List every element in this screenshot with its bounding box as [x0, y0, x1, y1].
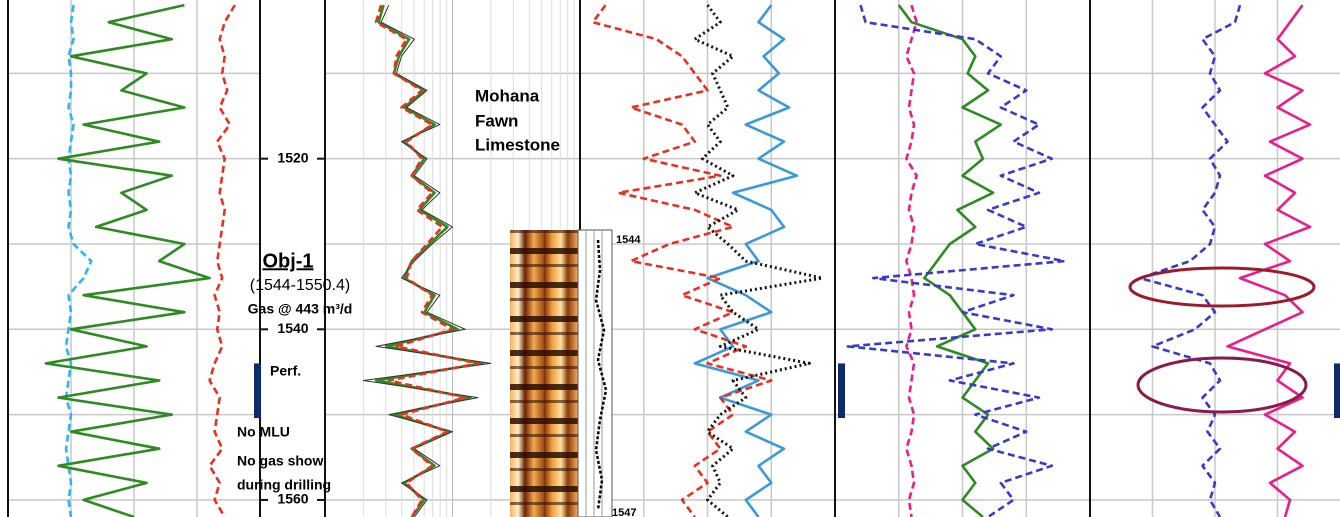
inset-depth-label: 1544	[616, 234, 641, 246]
grid-layer	[8, 0, 1340, 517]
log-curve	[848, 5, 1065, 517]
inset-depth-label: 1547	[612, 507, 636, 517]
annotation: No MLU	[237, 424, 290, 440]
depth-label: 1540	[277, 320, 308, 336]
depth-label: 1520	[277, 149, 308, 165]
annotation: during drilling	[237, 477, 331, 493]
log-curve	[66, 5, 91, 517]
annotation: (1544-1550.4)	[250, 277, 351, 294]
log-curve	[1140, 5, 1240, 517]
perforation-bar	[838, 363, 845, 418]
log-curve	[376, 5, 478, 517]
curve-layer	[46, 5, 1310, 517]
annotation: Limestone	[475, 135, 560, 154]
highlight-ellipse	[1138, 358, 1306, 412]
log-curve	[593, 5, 772, 517]
log-curve	[906, 5, 916, 517]
text-layer: 1520 1540 1560 Mohana Fawn Limestone Obj-1 (154…	[237, 86, 1340, 517]
annotation: Gas @ 443 m³/d	[248, 301, 353, 317]
annotation: Obj-1	[262, 250, 313, 272]
log-curve	[1228, 5, 1311, 517]
annotation: Fawn	[475, 111, 518, 130]
annotation: No gas show	[237, 453, 323, 469]
highlight-ellipse	[1130, 268, 1314, 306]
depth-label: 1560	[277, 491, 308, 507]
annotation: Perf.	[270, 363, 301, 379]
perforation-bar	[254, 363, 261, 418]
perforation-bar	[1334, 363, 1340, 418]
log-curve	[899, 5, 1001, 517]
log-curve	[210, 5, 235, 517]
annotation: Mohana	[475, 86, 540, 105]
inset-panel	[578, 230, 612, 517]
well-log-chart: 1520 1540 1560 Mohana Fawn Limestone Obj-1 (154…	[0, 0, 1340, 517]
core-image	[510, 230, 578, 517]
image-inset	[510, 230, 612, 517]
log-curve	[376, 5, 483, 517]
